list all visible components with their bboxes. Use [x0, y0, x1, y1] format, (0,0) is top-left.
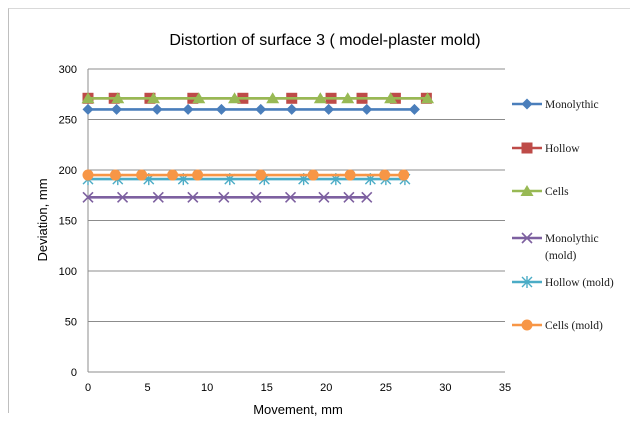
data-point: [286, 103, 298, 115]
legend-item: Cells (mold): [512, 319, 603, 332]
data-point: [344, 169, 356, 181]
data-point: [111, 92, 125, 104]
data-point: [82, 103, 94, 115]
data-point: [81, 92, 95, 104]
x-tick-label: 35: [499, 382, 511, 394]
legend-marker: [520, 185, 534, 196]
series-1: [82, 103, 420, 115]
x-tick-label: 10: [201, 382, 213, 394]
data-point: [341, 92, 355, 104]
data-point: [266, 92, 280, 104]
data-point: [215, 103, 227, 115]
y-tick-label: 150: [59, 216, 77, 228]
data-point: [151, 103, 163, 115]
y-tick-label: 0: [71, 367, 77, 379]
chart-title: Distortion of surface 3 ( model-plaster …: [169, 32, 480, 49]
x-tick-label: 0: [85, 382, 91, 394]
legend-marker: [521, 232, 533, 244]
y-tick-label: 250: [59, 115, 77, 127]
legend-label: Cells (mold): [545, 320, 603, 332]
legend-label: (mold): [545, 250, 576, 262]
data-point: [307, 169, 319, 181]
legend-marker: [521, 142, 533, 154]
x-tick-label: 20: [320, 382, 332, 394]
data-point: [109, 169, 121, 181]
data-point: [136, 169, 148, 181]
data-point: [361, 191, 373, 203]
legend-label: Hollow: [545, 143, 580, 155]
chart-frame: [8, 8, 630, 413]
data-point: [192, 169, 204, 181]
data-point: [82, 169, 94, 181]
y-tick-label: 300: [59, 64, 77, 76]
y-tick-label: 200: [59, 165, 77, 177]
legend-item: Cells: [512, 185, 569, 198]
legend-item: Monolythic: [512, 98, 599, 111]
data-point: [192, 92, 206, 104]
data-point: [152, 191, 164, 203]
data-point: [323, 103, 335, 115]
legend-marker: [521, 98, 533, 110]
legend-label: Monolythic: [545, 233, 599, 245]
series-4: [82, 191, 373, 203]
y-tick-label: 50: [65, 317, 77, 329]
data-point: [343, 191, 355, 203]
data-point: [361, 103, 373, 115]
gridlines: [88, 68, 505, 322]
data-point: [255, 169, 267, 181]
data-point: [318, 191, 330, 203]
data-point: [167, 169, 179, 181]
axes: [87, 69, 505, 373]
legend-item: Monolythic (mold): [512, 232, 599, 262]
series-group: [81, 92, 435, 203]
data-point: [111, 103, 123, 115]
data-point: [250, 191, 262, 203]
data-point: [218, 191, 230, 203]
data-point: [421, 92, 435, 104]
data-point: [379, 169, 391, 181]
data-point: [408, 103, 420, 115]
series-6: [82, 169, 410, 181]
y-axis-label: Deviation, mm: [35, 178, 50, 261]
x-tick-label: 25: [380, 382, 392, 394]
legend-label: Monolythic: [545, 99, 599, 111]
data-point: [228, 92, 242, 104]
data-point: [313, 92, 327, 104]
legend-label: Cells: [545, 186, 569, 198]
legend-marker: [521, 319, 533, 331]
data-point: [116, 191, 129, 203]
legend-label: Hollow (mold): [545, 277, 614, 289]
data-point: [398, 169, 410, 181]
data-point: [255, 103, 267, 115]
x-tick-labels: 0 5 10 15 20 25 30 35: [85, 382, 511, 394]
legend: Monolythic Hollow Cells Monolythic (mold) Hol…: [512, 98, 614, 332]
data-point: [384, 92, 398, 104]
x-tick-label: 5: [145, 382, 151, 394]
data-point: [147, 92, 161, 104]
x-tick-label: 30: [439, 382, 451, 394]
data-point: [182, 103, 194, 115]
legend-item: Hollow (mold): [512, 276, 614, 289]
data-point: [82, 191, 94, 203]
series-3: [81, 92, 435, 104]
x-tick-label: 15: [261, 382, 273, 394]
data-point: [187, 191, 199, 203]
data-point: [284, 191, 297, 203]
y-tick-label: 100: [59, 266, 77, 278]
legend-item: Hollow: [512, 142, 580, 155]
x-axis-label: Movement, mm: [253, 402, 343, 417]
legend-marker: [521, 276, 533, 288]
y-tick-labels: 0 50 100 150 200 250 300: [59, 64, 77, 379]
